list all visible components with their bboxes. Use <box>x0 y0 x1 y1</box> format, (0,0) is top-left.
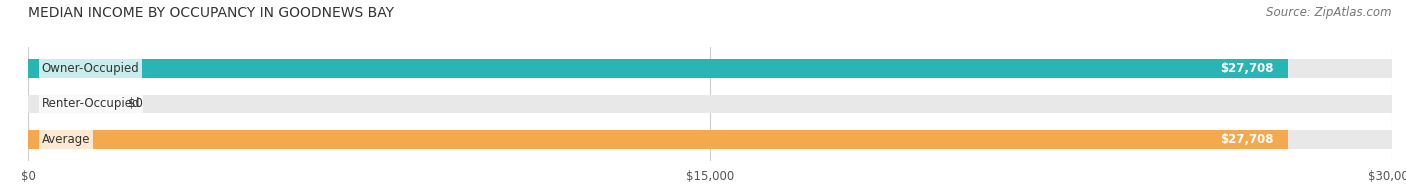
Text: Renter-Occupied: Renter-Occupied <box>42 97 141 110</box>
Text: $0: $0 <box>128 97 143 110</box>
Text: Source: ZipAtlas.com: Source: ZipAtlas.com <box>1267 6 1392 19</box>
Text: $27,708: $27,708 <box>1220 133 1274 146</box>
Bar <box>28 130 1288 149</box>
Text: MEDIAN INCOME BY OCCUPANCY IN GOODNEWS BAY: MEDIAN INCOME BY OCCUPANCY IN GOODNEWS B… <box>28 6 394 20</box>
Text: Owner-Occupied: Owner-Occupied <box>42 62 139 75</box>
Text: Average: Average <box>42 133 90 146</box>
Bar <box>28 59 1288 78</box>
Bar <box>28 130 1392 149</box>
Text: $27,708: $27,708 <box>1220 62 1274 75</box>
Bar <box>28 59 1392 78</box>
Bar <box>28 95 1392 113</box>
